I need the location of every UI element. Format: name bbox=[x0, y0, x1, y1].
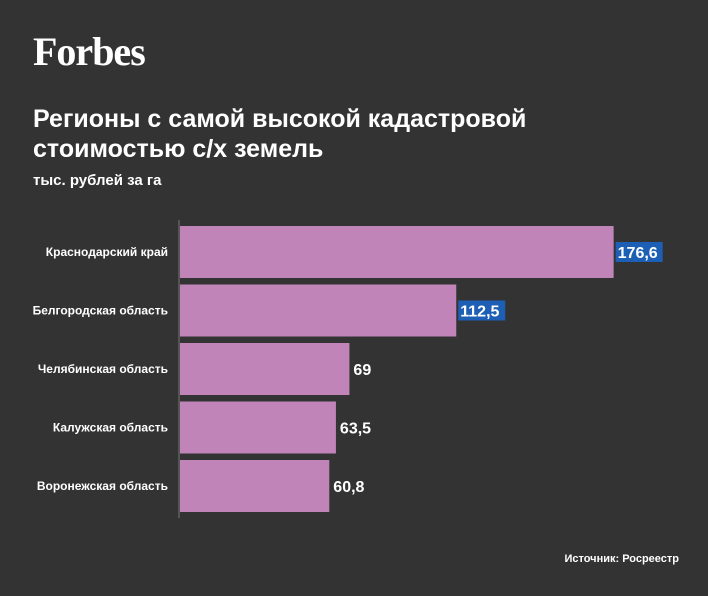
forbes-logo: Forbes bbox=[33, 29, 146, 74]
value-label: 176,6 bbox=[618, 245, 658, 262]
value-label: 69 bbox=[353, 362, 371, 379]
value-label: 112,5 bbox=[460, 304, 499, 321]
value-label: 60,8 bbox=[333, 479, 364, 496]
bar-4 bbox=[180, 460, 330, 512]
value-label-highlight bbox=[458, 300, 506, 321]
chart-subtitle: тыс. рублей за га bbox=[33, 172, 162, 189]
category-label: Челябинская область bbox=[38, 362, 168, 376]
category-label: Краснодарский край bbox=[46, 245, 168, 259]
bar-1 bbox=[180, 284, 457, 337]
category-label: Калужская область bbox=[53, 421, 168, 435]
category-label: Белгородская область bbox=[33, 304, 168, 318]
category-label: Воронежская область bbox=[37, 479, 168, 493]
chart-title: Регионы с самой высокой кадастровой стои… bbox=[33, 105, 527, 163]
value-label: 63,5 bbox=[340, 421, 371, 438]
bar-0 bbox=[180, 226, 614, 278]
bar-2 bbox=[180, 343, 350, 395]
bar-3 bbox=[180, 401, 336, 454]
value-label-highlight bbox=[615, 242, 663, 262]
source-note: Источник: Росреестр bbox=[564, 553, 679, 565]
